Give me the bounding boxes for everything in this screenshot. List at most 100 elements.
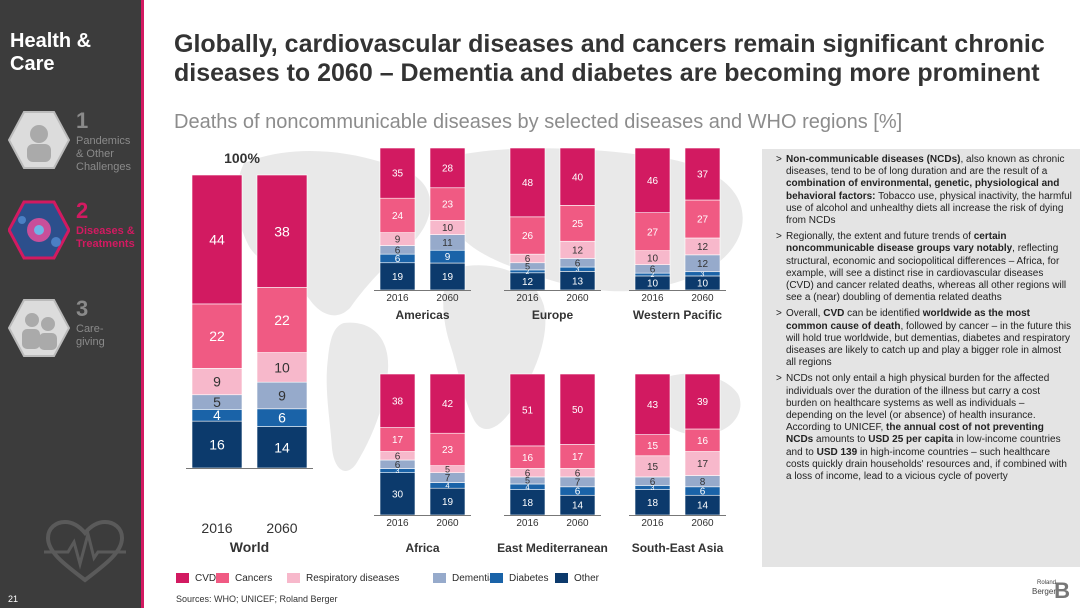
logo-small-text: Roland [1036,580,1056,586]
data-label-dementias: 6 [650,477,656,488]
legend-label: CVD [195,573,217,584]
data-label-diabetes: 2 [526,269,530,276]
bar-segment-cvd [684,147,721,201]
bar-segment-cancers [634,212,671,251]
data-label-cvd: 28 [442,163,454,174]
data-label-dementias: 5 [213,394,221,410]
caregiving-thumbnail-icon [8,299,70,357]
data-label-respiratory-diseases: 12 [697,242,709,253]
data-label-cvd: 44 [209,232,225,248]
legend-item-other: Other [555,573,599,587]
data-label-dementias: 5 [525,262,530,272]
sidebar-accent-bar [141,0,144,608]
bar-segment-cvd [509,373,546,447]
section-brand: Health & Care [10,30,92,75]
nav-item-diseases[interactable]: 2 Diseases & Treatments [0,198,141,262]
panel-name-western-pacific: Western Pacific [633,308,722,322]
panel-name-east-mediterranean: East Mediterranean [497,541,608,555]
data-label-cvd: 51 [522,406,534,417]
diseases-thumbnail-icon [8,200,70,260]
nav-number: 3 [76,296,89,321]
data-label-cancers: 26 [522,231,534,242]
nav-item-caregiving[interactable]: 3 Care- giving [0,296,141,360]
data-label-respiratory-diseases: 10 [274,359,290,375]
legend-swatch [176,573,189,584]
data-label-respiratory-diseases: 9 [395,235,401,246]
data-label-cvd: 37 [697,170,709,181]
commentary-bullet: Overall, CVD can be identified worldwide… [776,308,1072,369]
data-label-dementias: 12 [697,259,709,270]
bar-segment-respiratory-diseases [256,352,308,383]
data-label-cancers: 16 [522,453,534,464]
data-label-cancers: 17 [572,452,584,463]
data-label-diabetes: 3 [701,271,705,278]
panel-name-americas: Americas [395,308,449,322]
data-label-other: 30 [392,489,404,500]
data-label-cancers: 16 [697,436,709,447]
data-label-cancers: 27 [697,215,709,226]
data-label-dementias: 5 [525,476,530,486]
data-label-respiratory-diseases: 5 [445,464,450,474]
data-label-diabetes: 3 [651,485,655,492]
data-label-dementias: 7 [445,473,451,484]
panel-name-world: World [230,539,269,555]
legend-item-cvd: CVD [176,573,216,587]
bar-segment-cancers [429,187,466,221]
legend-swatch [555,573,568,584]
bar-segment-cvd [634,147,671,213]
year-tick-label: 2016 [641,293,664,304]
data-label-cancers: 23 [442,200,454,211]
bar-segment-cvd [256,174,308,288]
legend-swatch [287,573,300,584]
data-label-cancers: 17 [392,435,404,446]
legend-swatch [216,573,229,584]
nav-item-pandemics[interactable]: 1 Pandemics & Other Challenges [0,108,141,173]
bar-segment-cvd [559,147,596,206]
data-label-other: 16 [209,437,225,453]
legend-label: Dementias [452,573,500,584]
data-label-cancers: 15 [647,441,659,452]
data-label-dementias: 6 [650,265,656,276]
sources-note: Sources: WHO; UNICEF; Roland Berger [176,594,338,604]
legend-label: Diabetes [509,573,549,584]
data-label-cvd: 50 [572,405,584,416]
year-tick-label: 2060 [566,293,589,304]
bar-segment-cancers [509,216,546,255]
data-label-dementias: 8 [700,477,706,488]
data-label-other: 19 [442,272,454,283]
bar-segment-cancers [429,432,466,466]
nav-number: 2 [76,198,89,223]
bar-segment-cvd [509,147,546,218]
data-label-other: 12 [522,277,534,288]
data-label-cvd: 39 [697,397,709,408]
commentary-bullet: Regionally, the extent and future trends… [776,231,1072,304]
data-label-diabetes: 4 [213,408,221,423]
panel-name-europe: Europe [532,308,574,322]
legend-item-cancers: Cancers [216,573,272,587]
data-label-other: 18 [647,498,659,509]
data-label-cancers: 25 [572,219,584,230]
bar-segment-other [509,489,546,516]
data-label-respiratory-diseases: 10 [647,253,659,264]
bar-segment-other [191,420,243,469]
bar-segment-dementias [256,381,308,410]
year-tick-label: 2016 [386,293,409,304]
commentary-bullet: Non-communicable diseases (NCDs), also k… [776,154,1072,227]
bar-segment-cvd [429,373,466,434]
legend-label: Cancers [235,573,273,584]
pandemics-thumbnail-icon [8,111,70,169]
legend-label: Other [574,573,600,584]
data-label-respiratory-diseases: 15 [647,462,659,473]
data-label-respiratory-diseases: 12 [572,245,584,256]
bar-segment-cvd [379,147,416,199]
logo-name-text: Berger [1031,587,1056,596]
data-label-cancers: 24 [392,211,404,222]
data-label-other: 19 [392,272,404,283]
chart-subtitle: Deaths of noncommunicable diseases by se… [174,111,903,133]
data-label-dementias: 7 [575,477,581,488]
nav-number: 1 [76,108,89,133]
data-label-cvd: 38 [392,396,404,407]
panel-name-south-east-asia: South-East Asia [632,541,724,555]
data-label-dementias: 6 [575,258,581,269]
data-label-diabetes: 6 [575,487,581,498]
